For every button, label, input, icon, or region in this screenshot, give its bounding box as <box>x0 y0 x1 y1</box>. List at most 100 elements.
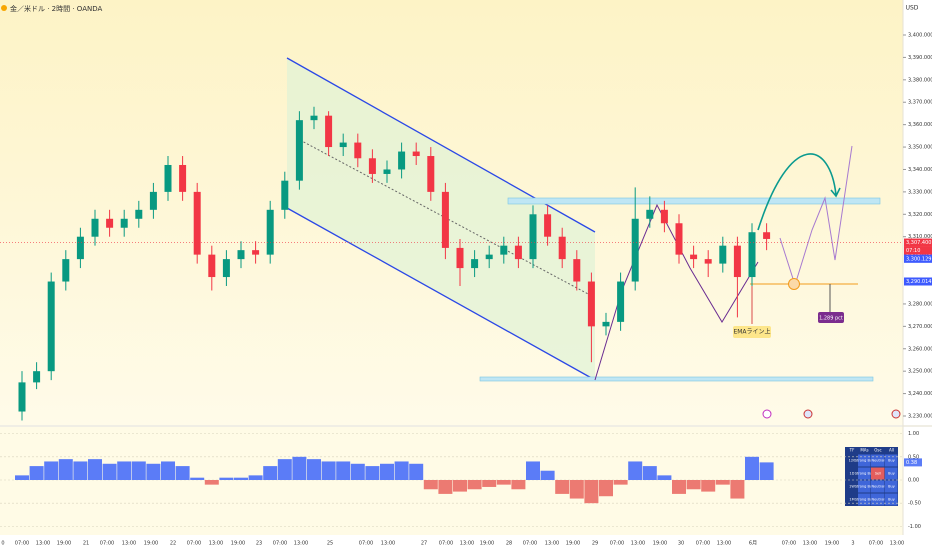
table-text: Strong Buy <box>855 472 874 476</box>
candle-body <box>763 232 771 239</box>
y-tick-label: 3,390.000 <box>908 55 932 61</box>
event-icon[interactable] <box>891 409 901 419</box>
candle-body <box>354 142 362 159</box>
table-header: All <box>889 448 894 453</box>
osc-bar <box>131 461 146 480</box>
osc-bar <box>336 461 351 480</box>
osc-bar <box>642 466 657 480</box>
x-tick-label: 22 <box>170 541 176 547</box>
candle-body <box>106 218 114 228</box>
price-label-box <box>904 254 932 263</box>
candle-body <box>617 281 625 322</box>
x-tick-label: 13:00 <box>122 541 136 547</box>
table-cell <box>871 493 885 506</box>
candle-body <box>193 191 201 255</box>
x-tick-label: 6月 <box>749 541 757 547</box>
candle-body <box>587 281 595 327</box>
osc-bar <box>555 480 570 494</box>
table-text: Buy <box>888 485 895 489</box>
osc-bar <box>482 480 497 487</box>
candle-body <box>485 254 493 260</box>
table-text: 120 <box>849 459 856 463</box>
candle-body <box>690 254 698 260</box>
event-icon[interactable] <box>803 409 813 419</box>
osc-bar <box>365 466 380 480</box>
x-tick-label: 19:00 <box>653 541 667 547</box>
x-tick-label: 19:00 <box>57 541 71 547</box>
osc-bar <box>394 461 409 480</box>
y-tick-label: 3,340.000 <box>908 167 932 173</box>
y-tick-label: 3,280.000 <box>908 301 932 307</box>
y-tick-label: 3,330.000 <box>908 189 932 195</box>
x-tick-label: 13:00 <box>381 541 395 547</box>
x-tick-label: 19:00 <box>566 541 580 547</box>
y-tick-label: 3,270.000 <box>908 324 932 330</box>
y-tick-label: 3,370.000 <box>908 100 932 106</box>
table-cell <box>885 480 898 493</box>
candle-body <box>252 250 260 255</box>
osc-bar <box>380 463 394 480</box>
table-text: Buy <box>888 498 895 502</box>
candle-body <box>514 245 522 260</box>
candle-body <box>368 158 376 174</box>
y-tick-label: 3,230.000 <box>908 414 932 420</box>
price-label: 3,300.129 <box>906 256 931 262</box>
osc-bar <box>190 477 205 480</box>
y-tick-label: 3,250.000 <box>908 369 932 375</box>
x-tick-label: 07:00 <box>439 541 453 547</box>
x-tick-label: 07:00 <box>187 541 201 547</box>
table-text: Strong Buy <box>855 485 874 489</box>
candle-body <box>91 218 99 237</box>
table-cell <box>858 480 871 493</box>
osc-bar <box>453 480 467 492</box>
table-text: Neutral <box>872 459 885 463</box>
candle-body <box>733 245 741 278</box>
table-header: MAs <box>860 448 868 453</box>
table-cell <box>858 454 871 467</box>
candle-body <box>675 223 683 255</box>
osc-bar <box>277 459 292 480</box>
x-tick-label: 19:00 <box>480 541 494 547</box>
annotation-box <box>818 312 844 323</box>
projection-arrow <box>757 153 837 231</box>
y-tick-label: 3,320.000 <box>908 212 932 218</box>
osc-bar <box>438 480 453 494</box>
projection-line <box>779 145 853 287</box>
candle-body <box>427 156 435 192</box>
osc-bar <box>146 463 161 480</box>
price-label-box <box>904 238 932 247</box>
osc-bar <box>511 480 526 490</box>
candle-body <box>33 371 41 383</box>
candle-body <box>558 236 566 260</box>
x-tick-label: 13:00 <box>803 541 817 547</box>
osc-bar <box>715 480 730 485</box>
osc-bar <box>248 475 263 480</box>
osc-bar <box>657 475 672 480</box>
x-tick-label: 07:00 <box>273 541 287 547</box>
candle-body <box>500 245 508 255</box>
table-text: Sell <box>875 472 881 476</box>
candle-body <box>76 236 84 260</box>
candle-body <box>120 218 128 228</box>
candle-body <box>164 164 172 192</box>
x-tick-label: 07:00 <box>100 541 114 547</box>
candle-body <box>646 209 654 219</box>
candle-body <box>47 281 55 372</box>
x-tick-label: 27 <box>421 541 427 547</box>
candle-body <box>441 191 449 248</box>
candle-body <box>631 218 639 282</box>
x-tick-label: 29 <box>592 541 598 547</box>
event-icon[interactable] <box>762 409 772 419</box>
x-tick-label: 13:00 <box>209 541 223 547</box>
candle-body <box>295 120 303 181</box>
candle-body <box>660 209 668 224</box>
candle-body <box>237 250 245 260</box>
table-text: Neutral <box>872 485 885 489</box>
osc-bar <box>730 480 745 499</box>
osc-tick-label: 0.50 <box>908 454 919 460</box>
osc-bar <box>569 480 584 499</box>
x-tick-label: 13:00 <box>890 541 904 547</box>
osc-bar <box>102 463 117 480</box>
x-tick-label: 3 <box>851 541 854 547</box>
x-tick-label: 19:00 <box>231 541 245 547</box>
